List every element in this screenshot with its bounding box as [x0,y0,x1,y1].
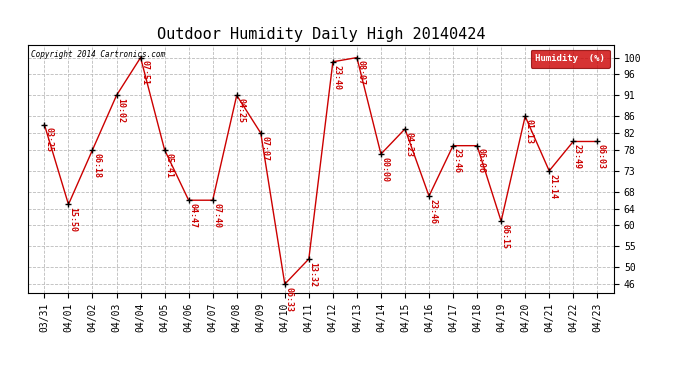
Text: 04:25: 04:25 [237,98,246,123]
Text: 21:14: 21:14 [549,174,558,199]
Text: 05:41: 05:41 [164,153,173,178]
Text: 23:49: 23:49 [573,144,582,169]
Text: 03:25: 03:25 [44,128,53,153]
Text: 23:46: 23:46 [453,148,462,174]
Text: 10:02: 10:02 [116,98,125,123]
Text: 06:15: 06:15 [501,224,510,249]
Text: 06:33: 06:33 [284,287,293,312]
Text: Copyright 2014 Cartronics.com: Copyright 2014 Cartronics.com [30,50,165,59]
Text: 08:07: 08:07 [357,60,366,86]
Text: 06:03: 06:03 [597,144,606,169]
Text: 15:50: 15:50 [68,207,77,232]
Legend: Humidity  (%): Humidity (%) [531,50,609,68]
Text: 06:18: 06:18 [92,153,101,178]
Text: 01:13: 01:13 [525,119,534,144]
Text: 07:40: 07:40 [213,203,221,228]
Text: 23:40: 23:40 [333,64,342,90]
Text: 07:51: 07:51 [140,60,149,86]
Text: 23:46: 23:46 [428,199,437,224]
Text: 13:32: 13:32 [308,262,317,287]
Text: 07:07: 07:07 [260,136,269,161]
Text: 04:23: 04:23 [404,132,413,157]
Title: Outdoor Humidity Daily High 20140424: Outdoor Humidity Daily High 20140424 [157,27,485,42]
Text: 06:06: 06:06 [477,148,486,174]
Text: 00:00: 00:00 [381,157,390,182]
Text: 04:47: 04:47 [188,203,197,228]
